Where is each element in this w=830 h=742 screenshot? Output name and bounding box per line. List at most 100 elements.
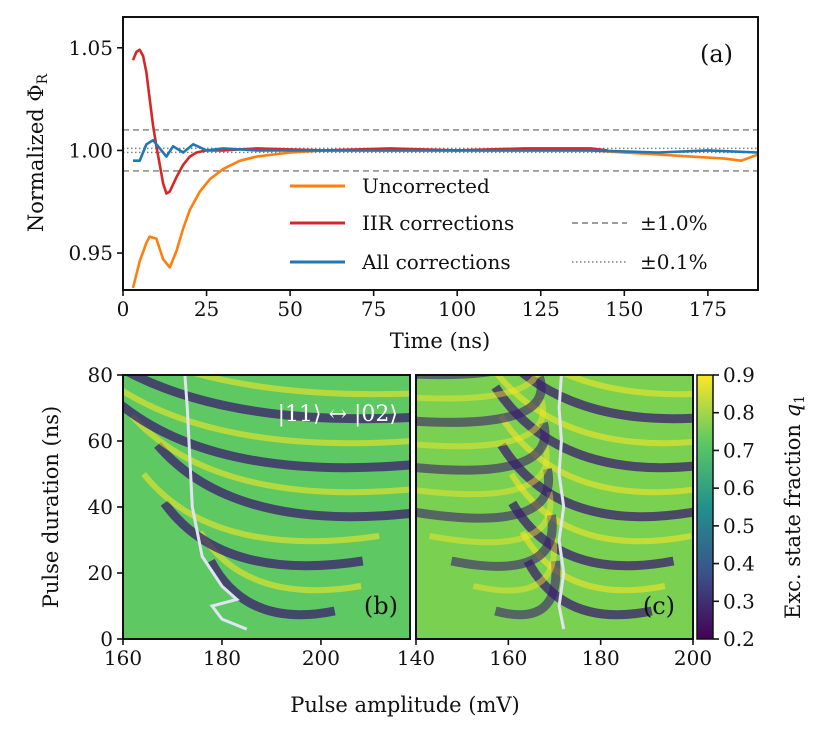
x-tick-label: 25: [194, 297, 219, 321]
fringe-band-mirrored: [428, 491, 554, 546]
panel-b-heatmap: 160 180 200 0 20 40 60 80 |11⟩ ↔ |02⟩ (b) Puls…: [39, 363, 411, 670]
fringe-band: [206, 558, 336, 620]
y-axis-ticks: 0.95 1.00 1.05: [68, 36, 123, 265]
x-axis-label: Time (ns): [390, 329, 490, 353]
x-tick-label: 180: [582, 646, 620, 670]
x-axis-ticks: 0 25 50 75 100 125 150 175: [117, 290, 727, 321]
fringe-band: [519, 530, 666, 594]
legend-label-dotted: ±0.1%: [640, 250, 708, 274]
fringe-band-mirrored: [472, 537, 558, 594]
fringe-band-mirrored: [416, 399, 546, 450]
heatmap-fringes: [123, 375, 410, 620]
plot-frame: [122, 16, 759, 291]
fringe-band: [141, 472, 380, 545]
fringe-band: [508, 500, 675, 571]
x-axis-ticks: 160 180 200: [104, 639, 340, 670]
panel-c-heatmap: 140 160 180 200 (c): [397, 374, 712, 670]
x-tick-label: 175: [689, 297, 727, 321]
heatmap-fringes: [416, 375, 693, 620]
fringe-band: [560, 375, 693, 398]
x-tick-label: 150: [605, 297, 643, 321]
x-axis-ticks: 140 160 180 200: [397, 639, 712, 670]
colorbar-tick-label: 0.9: [723, 363, 755, 387]
y-tick-label: 20: [88, 561, 113, 585]
panel-a-line-chart: 0 25 50 75 100 125 150 175 0.95 1.00 1.05 (a) Tim…: [24, 16, 759, 353]
y-axis-label: Pulse duration (ns): [39, 406, 63, 608]
fringe-band: [523, 558, 653, 620]
resonance-ridge-curve: [183, 375, 248, 631]
colorbar-tick-label: 0.8: [723, 401, 755, 425]
colorbar-label: Exc. state fraction q1: [781, 395, 808, 619]
legend-label-dashed: ±1.0%: [640, 211, 708, 235]
y-axis-label: Normalized ΦR: [24, 73, 51, 232]
resonance-ridge-curve: [557, 375, 566, 630]
colorbar-label-var: q: [781, 404, 805, 417]
colorbar-tick-label: 0.5: [723, 514, 755, 538]
y-tick-label: 1.00: [68, 138, 113, 162]
colorbar-label-subscript: 1: [792, 395, 808, 404]
colorbar-tick-label: 0.3: [723, 589, 755, 613]
colorbar-gradient: [696, 374, 714, 640]
legend: Uncorrected IIR corrections All correcti…: [290, 174, 708, 274]
x-tick-label: 125: [522, 297, 560, 321]
transition-annotation: |11⟩ ↔ |02⟩: [278, 402, 398, 427]
fringe-band: [154, 442, 410, 522]
fringe-band-mirrored: [416, 375, 546, 427]
colorbar-tick-label: 0.2: [723, 627, 755, 651]
colorbar-ticks: 0.2 0.3 0.4 0.5 0.6 0.7 0.8 0.9: [713, 363, 755, 651]
series-line-all-corrections: [133, 138, 758, 162]
x-tick-label: 75: [361, 297, 386, 321]
x-tick-label: 100: [438, 297, 476, 321]
fringe-band: [124, 375, 410, 424]
colorbar: 0.2 0.3 0.4 0.5 0.6 0.7 0.8 0.9 Exc. state frac…: [696, 363, 808, 651]
y-tick-label: 60: [88, 429, 113, 453]
fringe-band: [190, 375, 410, 398]
y-axis-ticks: 0 20 40 60 80: [88, 363, 123, 651]
fringe-band: [160, 500, 364, 571]
y-tick-label: 0: [100, 627, 113, 651]
y-tick-label: 80: [88, 363, 113, 387]
legend-label-uncorrected: Uncorrected: [362, 174, 490, 198]
colorbar-tick-label: 0.4: [723, 552, 755, 576]
series-lines: [131, 48, 758, 289]
plot-frame: [415, 374, 694, 640]
fringe-band: [123, 387, 410, 447]
y-tick-label: 0.95: [68, 241, 113, 265]
x-tick-label: 200: [302, 646, 340, 670]
x-tick-label: 0: [117, 297, 130, 321]
y-tick-label: 1.05: [68, 36, 113, 60]
legend-label-iir: IIR corrections: [362, 211, 514, 235]
fringe-band: [129, 413, 410, 496]
x-tick-label: 160: [489, 646, 527, 670]
x-tick-label: 200: [674, 646, 712, 670]
x-tick-label: 160: [104, 646, 142, 670]
fringe-band: [518, 375, 693, 424]
series-line-uncorrected: [131, 149, 758, 289]
fringe-band: [508, 472, 692, 545]
fringe-band: [494, 375, 693, 447]
y-axis-label-subscript: R: [35, 73, 51, 84]
fringe-band-mirrored: [450, 514, 557, 571]
shared-x-axis-label: Pulse amplitude (mV): [290, 693, 520, 717]
fringe-band: [498, 414, 693, 496]
fringe-band: [123, 400, 410, 473]
panel-label: (b): [364, 592, 398, 620]
panel-label: (a): [700, 40, 733, 68]
fringe-band-mirrored: [416, 445, 550, 498]
fringe-band-mirrored: [416, 375, 540, 402]
x-tick-label: 180: [203, 646, 241, 670]
legend-label-all: All corrections: [361, 250, 511, 274]
y-axis-label-main: Normalized Φ: [24, 84, 48, 232]
panel-label: (c): [643, 592, 675, 620]
x-tick-label: 50: [277, 297, 302, 321]
fringe-band-mirrored: [416, 421, 550, 475]
fringe-band-mirrored: [416, 468, 554, 523]
y-tick-label: 40: [88, 495, 113, 519]
x-tick-label: 140: [397, 646, 435, 670]
fringe-band-mirrored: [494, 560, 561, 620]
colorbar-tick-label: 0.6: [723, 476, 755, 500]
colorbar-tick-label: 0.7: [723, 438, 755, 462]
colorbar-label-main: Exc. state fraction: [781, 417, 805, 619]
series-line-iir-corrections: [131, 48, 608, 195]
